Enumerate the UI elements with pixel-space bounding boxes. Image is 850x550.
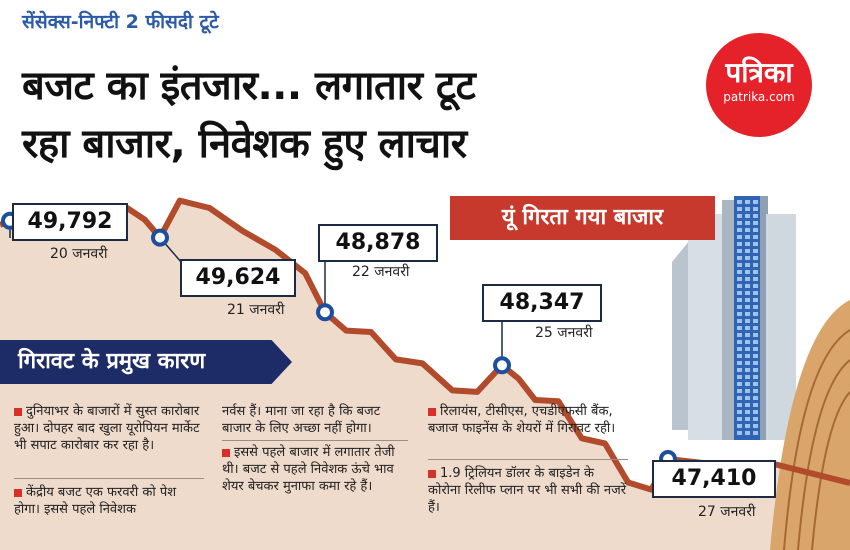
reason-text: दुनियाभर के बाजारों में सुस्त कारोबार हु… — [14, 404, 200, 453]
bullet-icon — [14, 488, 22, 497]
data-point-4[interactable] — [493, 356, 511, 375]
divider — [222, 440, 408, 441]
reason-item: केंद्रीय बजट एक फरवरी को पेश होगा। इससे … — [14, 484, 204, 518]
headline-line-2: रहा बाजार, निवेशक हुए लाचार — [22, 121, 467, 167]
reason-text: रिलायंस, टीसीएस, एचडीएफसी बैंक, बजाज फाइ… — [428, 404, 616, 436]
date-label-3: 22 जनवरी — [352, 264, 410, 280]
patrika-logo[interactable]: पत्रिका patrika.com — [706, 33, 812, 137]
bullet-icon — [222, 448, 230, 457]
value-label-2: 49,624 — [180, 259, 296, 297]
date-label-4: 25 जनवरी — [535, 325, 593, 341]
data-point-2[interactable] — [151, 228, 169, 247]
date-label-5: 27 जनवरी — [698, 504, 756, 520]
value-label-1: 49,792 — [12, 203, 128, 241]
reason-item: 1.9 ट्रिलियन डॉलर के बाइडेन के कोरोना रि… — [428, 465, 628, 516]
reason-item: इससे पहले बाजार में लगातार तेजी थी। बजट … — [222, 444, 408, 495]
logo-english: patrika.com — [723, 90, 795, 104]
reasons-heading: गिरावट के प्रमुख कारण — [0, 340, 292, 384]
building-illustration — [672, 196, 850, 550]
divider — [428, 459, 628, 460]
value-label-5: 47,410 — [652, 460, 776, 498]
chart-title-banner: यूं गिरता गया बाजार — [450, 196, 715, 240]
reason-text: नर्वस हैं। माना जा रहा है कि बजट बाजार क… — [222, 404, 381, 436]
value-label-3: 48,878 — [318, 224, 438, 262]
bullet-icon — [428, 407, 436, 416]
bullet-icon — [14, 407, 22, 416]
reason-text: इससे पहले बाजार में लगातार तेजी थी। बजट … — [222, 445, 395, 494]
date-label-1: 20 जनवरी — [50, 246, 108, 262]
kicker: सेंसेक्स-निफ्टी 2 फीसदी टूटे — [22, 11, 219, 33]
logo-hindi: पत्रिका — [725, 56, 793, 89]
reason-text: केंद्रीय बजट एक फरवरी को पेश होगा। इससे … — [14, 485, 177, 517]
reason-item: रिलायंस, टीसीएस, एचडीएफसी बैंक, बजाज फाइ… — [428, 403, 628, 437]
divider — [14, 478, 204, 479]
reason-text: 1.9 ट्रिलियन डॉलर के बाइडेन के कोरोना रि… — [428, 466, 627, 515]
reason-item: नर्वस हैं। माना जा रहा है कि बजट बाजार क… — [222, 403, 408, 437]
headline-line-1: बजट का इंतजार... लगातार टूट — [22, 63, 476, 109]
bullet-icon — [428, 469, 436, 478]
value-label-4: 48,347 — [482, 284, 602, 322]
data-point-3[interactable] — [316, 303, 334, 322]
date-label-2: 21 जनवरी — [227, 302, 285, 318]
reason-item: दुनियाभर के बाजारों में सुस्त कारोबार हु… — [14, 403, 204, 454]
